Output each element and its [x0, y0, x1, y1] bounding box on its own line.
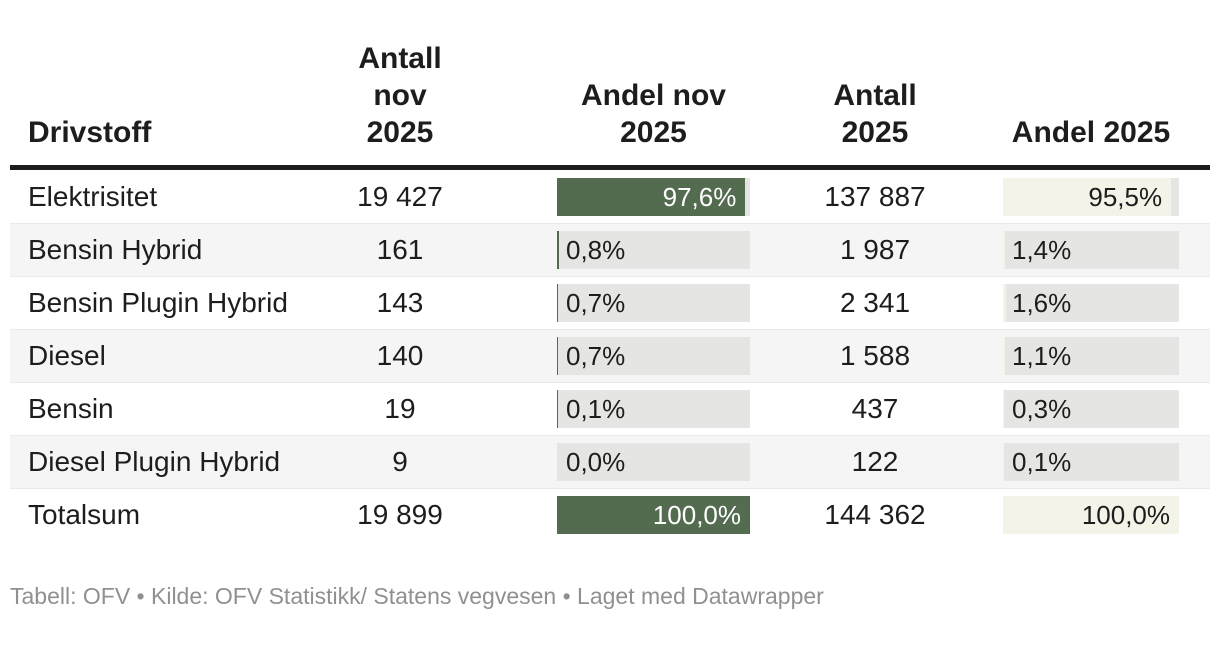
andel-nov-bar-cell: 0,8%: [470, 231, 760, 269]
bar-track: 0,1%: [1003, 443, 1179, 481]
bar-value-label: 1,4%: [1012, 235, 1072, 265]
header-andel-2025: Andel 2025: [1011, 116, 1171, 149]
antall-nov-value: 9: [392, 446, 408, 477]
antall-nov-value: 19 899: [357, 499, 443, 530]
table-header-row: Drivstoff Antall nov 2025 Andel nov 2025…: [10, 0, 1210, 170]
bar-track: 1,4%: [1003, 231, 1179, 269]
andel-bar-cell: 1,6%: [990, 284, 1210, 322]
andel-nov-bar-cell: 0,1%: [470, 390, 760, 428]
andel-nov-bar-cell: 0,7%: [470, 284, 760, 322]
fuel-label: Bensin: [28, 393, 114, 424]
bar-track: 0,1%: [557, 390, 750, 428]
bar-fill: [1003, 231, 1006, 269]
bar-track: 97,6%: [557, 177, 750, 216]
antall-nov-value: 161: [376, 234, 424, 265]
header-andel-nov-2025: Andel nov 2025: [580, 79, 726, 149]
antall-value: 144 362: [824, 499, 926, 530]
bar-track: 1,6%: [1003, 284, 1179, 322]
antall-nov-value: 19: [384, 393, 416, 424]
bar-fill: [1003, 496, 1179, 534]
antall-value: 137 887: [824, 180, 926, 212]
bar-track: 0,7%: [557, 337, 750, 375]
andel-bar-cell: 0,1%: [990, 443, 1210, 481]
bar-fill: [557, 284, 559, 322]
bar-track: 0,3%: [1003, 390, 1179, 428]
bar-value-label: 0,8%: [566, 235, 626, 265]
bar-track: 100,0%: [1003, 496, 1179, 534]
bar-track: 100,0%: [557, 496, 750, 534]
andel-nov-bar-cell: 0,0%: [470, 443, 760, 481]
bar-fill: [557, 496, 750, 534]
bar-value-label: 100,0%: [1081, 500, 1170, 530]
table-row: Diesel Plugin Hybrid 9 0,0% 122 0,1%: [10, 435, 1210, 488]
header-antall-2025: Antall 2025: [833, 79, 917, 149]
antall-nov-value: 19 427: [357, 180, 443, 212]
bar-fill: [557, 177, 746, 216]
bar-value-label: 95,5%: [1088, 181, 1163, 212]
bar-track: 0,8%: [557, 231, 750, 269]
table-row-total: Totalsum 19 899 100,0% 144 362 100,0%: [10, 488, 1210, 541]
andel-bar-cell: 1,1%: [990, 337, 1210, 375]
bar-value-label: 1,6%: [1012, 288, 1072, 318]
bar-value-label: 0,1%: [566, 394, 626, 424]
antall-value: 1 588: [839, 340, 911, 371]
bar-value-label: 0,1%: [1012, 447, 1072, 477]
andel-nov-bar-cell: 100,0%: [470, 496, 760, 534]
andel-bar-cell: 1,4%: [990, 231, 1210, 269]
andel-bar-cell: 0,3%: [990, 390, 1210, 428]
header-drivstoff: Drivstoff: [28, 116, 152, 149]
bar-fill: [1003, 177, 1172, 216]
bar-fill: [1003, 390, 1004, 428]
bar-fill: [1003, 337, 1005, 375]
andel-bar-cell: 100,0%: [990, 496, 1210, 534]
table-row: Bensin Plugin Hybrid 143 0,7% 2 341 1,6%: [10, 276, 1210, 329]
bar-track: 0,7%: [557, 284, 750, 322]
bar-track: 1,1%: [1003, 337, 1179, 375]
bar-value-label: 0,0%: [566, 447, 626, 477]
bar-fill: [557, 337, 559, 375]
fuel-label: Bensin Plugin Hybrid: [28, 287, 288, 318]
attribution-footer: Tabell: OFV • Kilde: OFV Statistikk/ Sta…: [10, 583, 824, 609]
fuel-label: Elektrisitet: [28, 180, 158, 212]
fuel-label: Diesel Plugin Hybrid: [28, 446, 281, 477]
table-row: Elektrisitet 19 427 97,6% 137 887 95,5%: [10, 170, 1210, 223]
bar-value-label: 97,6%: [662, 181, 737, 212]
bar-fill: [1003, 284, 1006, 322]
table-row: Diesel 140 0,7% 1 588 1,1%: [10, 329, 1210, 382]
bar-track: 95,5%: [1003, 177, 1179, 216]
bar-fill: [557, 231, 559, 269]
antall-nov-value: 143: [376, 287, 424, 318]
bar-value-label: 0,7%: [566, 341, 626, 371]
fuel-label: Bensin Hybrid: [28, 234, 203, 265]
table-row: Bensin Hybrid 161 0,8% 1 987 1,4%: [10, 223, 1210, 276]
bar-value-label: 0,7%: [566, 288, 626, 318]
header-antall-nov-2025: Antall nov 2025: [358, 42, 442, 149]
antall-nov-value: 140: [376, 340, 424, 371]
bar-value-label: 0,3%: [1012, 394, 1072, 424]
andel-nov-bar-cell: 0,7%: [470, 337, 760, 375]
antall-value: 2 341: [839, 287, 911, 318]
antall-value: 122: [851, 446, 899, 477]
bar-track: 0,0%: [557, 443, 750, 481]
table-row: Bensin 19 0,1% 437 0,3%: [10, 382, 1210, 435]
bar-value-label: 1,1%: [1012, 341, 1072, 371]
antall-value: 437: [851, 393, 899, 424]
andel-nov-bar-cell: 97,6%: [470, 177, 760, 216]
antall-value: 1 987: [839, 234, 911, 265]
fuel-label: Diesel: [28, 340, 106, 371]
bar-value-label: 100,0%: [652, 500, 741, 530]
data-table: Drivstoff Antall nov 2025 Andel nov 2025…: [10, 0, 1210, 541]
fuel-label: Totalsum: [28, 499, 141, 530]
andel-bar-cell: 95,5%: [990, 177, 1210, 216]
